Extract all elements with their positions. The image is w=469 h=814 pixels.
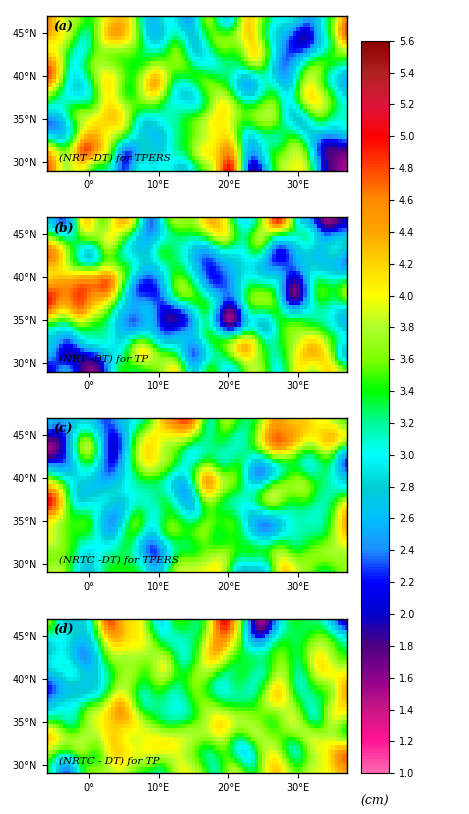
Text: (NRTC - DT) for TP: (NRTC - DT) for TP <box>59 756 159 766</box>
Text: (a): (a) <box>53 21 73 34</box>
Text: (NRT -DT) for TPERS: (NRT -DT) for TPERS <box>59 154 171 163</box>
Text: (d): (d) <box>53 624 74 637</box>
Text: (b): (b) <box>53 221 74 234</box>
Text: (NRT -DT) for TP: (NRT -DT) for TP <box>59 355 148 364</box>
Text: (NRTC -DT) for TPERS: (NRTC -DT) for TPERS <box>59 556 179 565</box>
Text: (cm): (cm) <box>361 795 390 808</box>
Text: (c): (c) <box>53 422 72 435</box>
